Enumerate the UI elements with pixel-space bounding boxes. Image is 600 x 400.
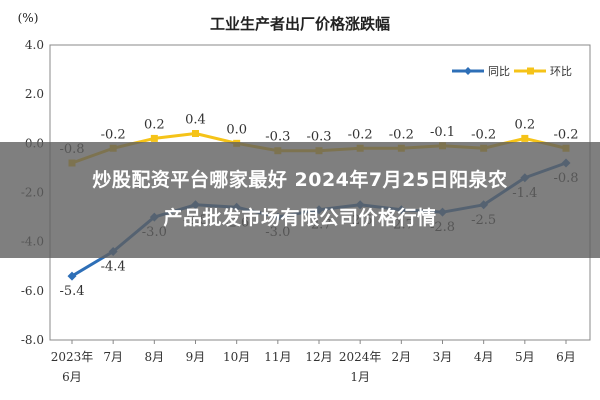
mom-data-label: -0.3 bbox=[265, 130, 290, 145]
banner-line-1: 炒股配资平台哪家最好 2024年7月25日阳泉农 bbox=[92, 169, 508, 191]
mom-data-label: -0.2 bbox=[101, 127, 126, 142]
mom-data-label: 0.4 bbox=[185, 113, 206, 128]
x-tick-label: 2024年 bbox=[339, 350, 382, 364]
banner-line-2: 产品批发市场有限公司价格行情 bbox=[163, 207, 437, 229]
legend-label-mom: 环比 bbox=[550, 65, 572, 78]
x-tick-label: 2月 bbox=[392, 350, 412, 364]
x-tick-label: 7月 bbox=[103, 350, 123, 364]
x-tick-label: 2023年 bbox=[51, 350, 94, 364]
legend-label-yoy: 同比 bbox=[488, 65, 510, 78]
mom-point bbox=[521, 134, 529, 142]
x-tick-label: 3月 bbox=[433, 350, 453, 364]
x-tick-label: 4月 bbox=[474, 350, 494, 364]
mom-data-label: 0.0 bbox=[226, 122, 247, 137]
x-tick-label: 8月 bbox=[145, 350, 165, 364]
chart-title: 工业生产者出厂价格涨跌幅 bbox=[210, 15, 390, 33]
x-axis-ticks: 2023年 6月 7月 8月 9月 10月 11月 12月 2024年 1月 2月 3月 4月 5月 6月 bbox=[51, 340, 576, 384]
y-tick-label: 2.0 bbox=[25, 87, 44, 101]
y-tick-label: -6.0 bbox=[21, 284, 44, 298]
x-tick-label-line2: 1月 bbox=[350, 370, 370, 384]
yoy-data-label: -5.4 bbox=[59, 284, 84, 299]
legend-marker-mom bbox=[527, 67, 534, 75]
x-tick-label: 12月 bbox=[305, 350, 332, 364]
yoy-point bbox=[67, 271, 77, 281]
y-axis-unit: (%) bbox=[18, 11, 39, 25]
mom-data-label: -0.2 bbox=[348, 127, 373, 142]
mom-data-label: 0.2 bbox=[144, 117, 165, 132]
mom-data-label: -0.2 bbox=[389, 127, 414, 142]
x-tick-label: 9月 bbox=[186, 350, 206, 364]
y-tick-label: 4.0 bbox=[25, 38, 44, 52]
mom-point bbox=[150, 134, 158, 142]
x-tick-label: 10月 bbox=[223, 350, 250, 364]
mom-data-label: -0.2 bbox=[553, 127, 578, 142]
legend-marker-yoy bbox=[464, 67, 472, 75]
legend: 同比 环比 bbox=[452, 65, 572, 78]
y-tick-label: -8.0 bbox=[21, 333, 44, 347]
mom-data-label: 0.2 bbox=[514, 117, 535, 132]
x-tick-label: 5月 bbox=[515, 350, 535, 364]
x-tick-label-line2: 6月 bbox=[62, 370, 82, 384]
mom-data-label: -0.2 bbox=[471, 127, 496, 142]
watermark-banner bbox=[0, 142, 600, 258]
mom-point bbox=[192, 130, 199, 137]
mom-data-label: -0.1 bbox=[430, 125, 455, 140]
yoy-data-label: -4.4 bbox=[101, 260, 126, 275]
mom-data-label: -0.3 bbox=[306, 130, 331, 145]
x-tick-label: 11月 bbox=[264, 350, 291, 364]
x-tick-label: 6月 bbox=[556, 350, 576, 364]
